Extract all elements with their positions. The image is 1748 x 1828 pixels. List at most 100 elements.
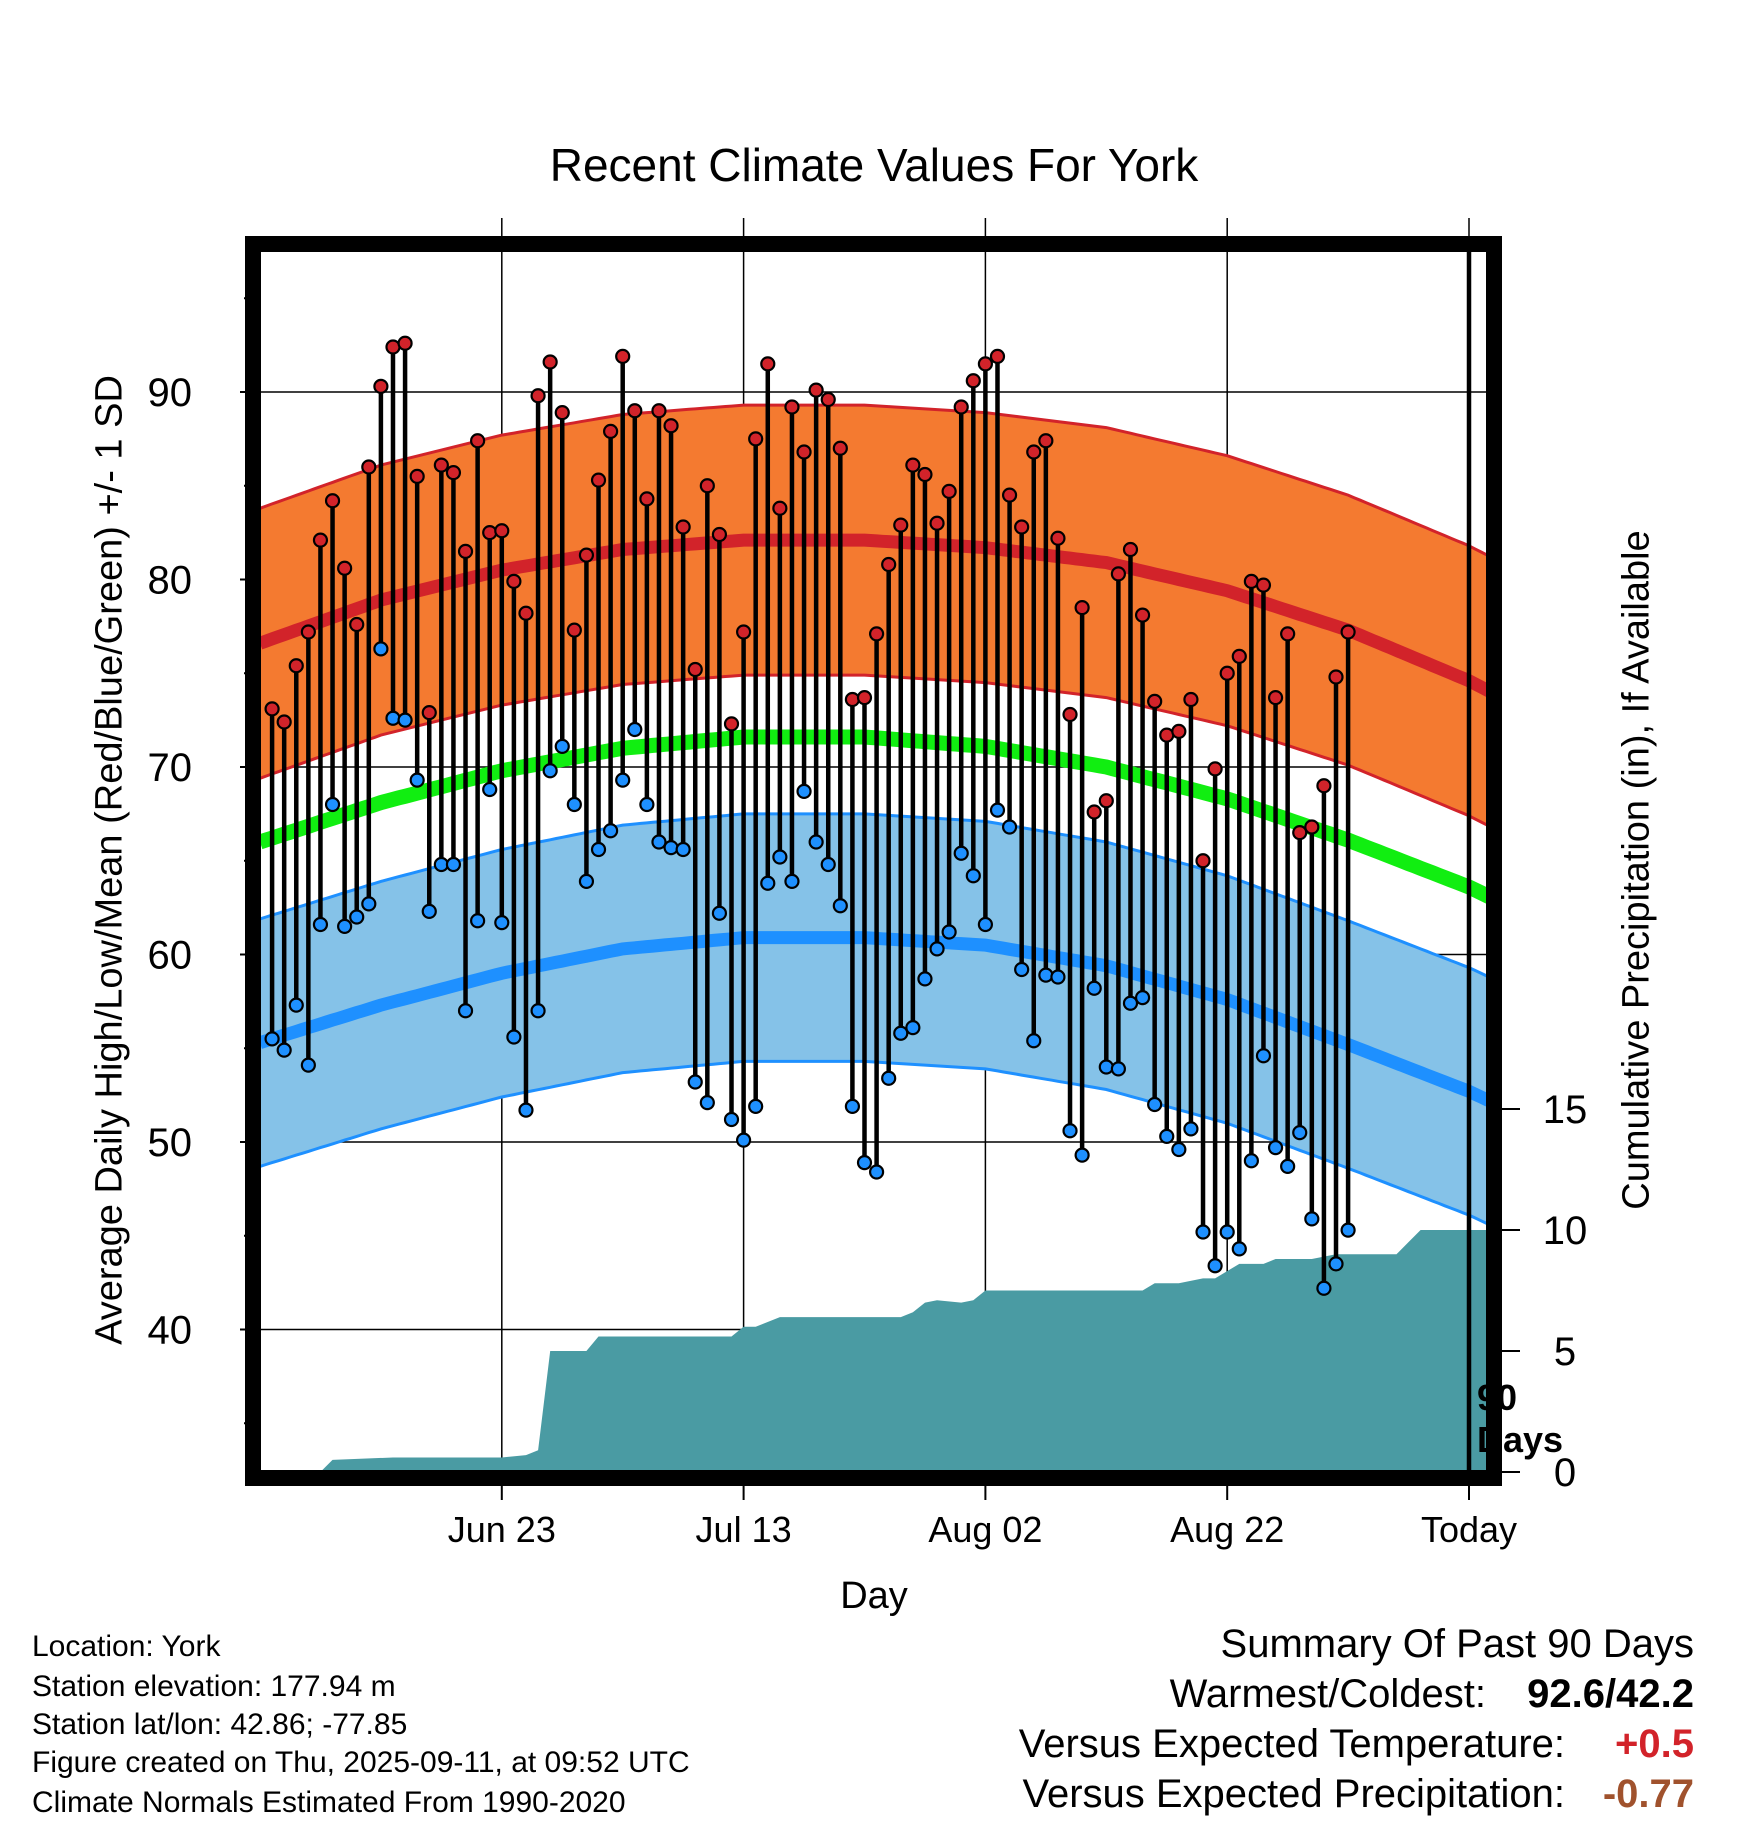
y-tick-label-right-5: 5 xyxy=(1554,1330,1576,1374)
high-marker-day--15 xyxy=(1280,626,1296,642)
footer-location: Location: York xyxy=(32,1630,221,1663)
low-marker-day--43 xyxy=(941,924,957,940)
high-marker-day--51 xyxy=(844,691,861,708)
low-marker-day--29 xyxy=(1110,1061,1126,1077)
high-marker-day--42 xyxy=(953,399,969,415)
low-marker-day--83 xyxy=(457,1003,474,1019)
low-marker-day--33 xyxy=(1062,1123,1078,1139)
low-marker-day--30 xyxy=(1098,1059,1114,1075)
low-marker-day--89 xyxy=(385,710,401,726)
high-marker-day--13 xyxy=(1304,819,1320,835)
low-marker-day--62 xyxy=(711,905,728,921)
low-marker-day--77 xyxy=(530,1003,546,1019)
high-marker-day--41 xyxy=(965,373,981,389)
low-marker-day--36 xyxy=(1026,1033,1042,1049)
low-marker-day--94 xyxy=(324,796,341,813)
high-marker-day--50 xyxy=(856,690,873,706)
footer-normals: Climate Normals Estimated From 1990-2020 xyxy=(32,1786,626,1819)
low-marker-day--80 xyxy=(494,915,510,931)
high-marker-day--72 xyxy=(590,472,607,488)
low-marker-day--58 xyxy=(760,875,776,891)
high-marker-day--34 xyxy=(1050,530,1066,546)
low-marker-day--81 xyxy=(482,781,498,798)
low-marker-day--84 xyxy=(445,856,462,873)
low-marker-day--40 xyxy=(977,916,994,933)
high-marker-day--85 xyxy=(433,457,449,473)
high-marker-day--28 xyxy=(1122,541,1139,558)
page-title: Recent Climate Values For York xyxy=(549,139,1199,191)
low-marker-day--69 xyxy=(627,721,643,738)
high-marker-day--86 xyxy=(421,705,437,721)
daily-stems xyxy=(269,343,1351,1289)
high-marker-day--70 xyxy=(615,348,631,364)
high-marker-day--31 xyxy=(1086,804,1102,820)
low-marker-day--44 xyxy=(929,941,945,957)
high-marker-day--96 xyxy=(300,624,316,640)
low-marker-day--18 xyxy=(1243,1153,1259,1169)
cumulative-precip-area xyxy=(260,1230,1488,1472)
low-marker-day--76 xyxy=(542,763,558,779)
low-marker-day--20 xyxy=(1219,1224,1235,1240)
low-marker-day--17 xyxy=(1255,1048,1272,1064)
low-marker-day--42 xyxy=(953,845,969,861)
low-marker-day--11 xyxy=(1328,1256,1344,1272)
high-marker-day--79 xyxy=(506,573,522,589)
low-marker-day--48 xyxy=(881,1070,897,1086)
low-marker-day--31 xyxy=(1086,980,1102,996)
y-tick-label-left-40: 40 xyxy=(148,1309,193,1353)
low-marker-day--37 xyxy=(1014,961,1030,978)
low-marker-day--10 xyxy=(1340,1222,1356,1238)
low-marker-day--93 xyxy=(337,918,353,934)
high-marker-day--88 xyxy=(397,335,413,351)
x-tick-label--60: Jul 13 xyxy=(696,1509,792,1550)
footer-created: Figure created on Thu, 2025-09-11, at 09… xyxy=(32,1746,690,1779)
low-marker-day--98 xyxy=(276,1042,292,1058)
low-marker-day--50 xyxy=(856,1155,873,1171)
low-marker-day--25 xyxy=(1159,1128,1175,1144)
normal-bands xyxy=(259,403,1488,1226)
high-marker-day--59 xyxy=(748,431,764,447)
low-marker-day--19 xyxy=(1231,1241,1247,1257)
low-marker-day--54 xyxy=(808,834,824,850)
high-marker-day--78 xyxy=(518,605,534,621)
low-marker-day--66 xyxy=(663,840,679,856)
high-marker-day--21 xyxy=(1207,761,1223,777)
high-marker-day--69 xyxy=(627,403,643,419)
high-marker-day--98 xyxy=(276,714,292,730)
high-marker-day--19 xyxy=(1231,648,1247,664)
low-marker-day--63 xyxy=(699,1095,715,1111)
high-marker-day--57 xyxy=(772,500,788,516)
high-marker-day--64 xyxy=(687,661,703,678)
low-marker-day--16 xyxy=(1267,1140,1284,1156)
high-marker-day--36 xyxy=(1026,444,1042,460)
low-marker-day--57 xyxy=(772,849,788,865)
low-normal-line xyxy=(259,931,1488,1108)
low-marker-day--23 xyxy=(1183,1121,1199,1137)
summary-title: Summary Of Past 90 Days xyxy=(1220,1622,1694,1666)
high-marker-day--62 xyxy=(711,526,728,543)
low-marker-day--59 xyxy=(748,1098,764,1114)
low-marker-day--49 xyxy=(868,1164,885,1180)
low-marker-day--90 xyxy=(373,641,389,657)
high-marker-day--16 xyxy=(1267,690,1284,706)
high-marker-day--35 xyxy=(1038,433,1054,449)
high-marker-day--93 xyxy=(337,560,353,576)
high-marker-day--97 xyxy=(288,658,304,674)
low-marker-day--78 xyxy=(518,1102,534,1118)
high-marker-day--66 xyxy=(663,418,679,434)
low-marker-day--55 xyxy=(796,783,812,799)
high-marker-day--12 xyxy=(1316,778,1332,794)
high-marker-day--83 xyxy=(457,543,474,559)
high-marker-day--68 xyxy=(639,491,655,507)
high-marker-day--76 xyxy=(542,354,558,370)
y-tick-label-left-80: 80 xyxy=(148,559,193,603)
footer-elevation: Station elevation: 177.94 m xyxy=(32,1670,396,1703)
low-marker-day--22 xyxy=(1195,1224,1211,1240)
high-marker-day--58 xyxy=(760,356,776,372)
low-marker-day--38 xyxy=(1001,819,1018,835)
high-marker-day--47 xyxy=(893,517,909,533)
summary-warm-cold-value: 92.6/42.2 xyxy=(1527,1672,1694,1716)
summary-temp-value: +0.5 xyxy=(1615,1722,1694,1766)
high-marker-day--29 xyxy=(1110,566,1126,582)
